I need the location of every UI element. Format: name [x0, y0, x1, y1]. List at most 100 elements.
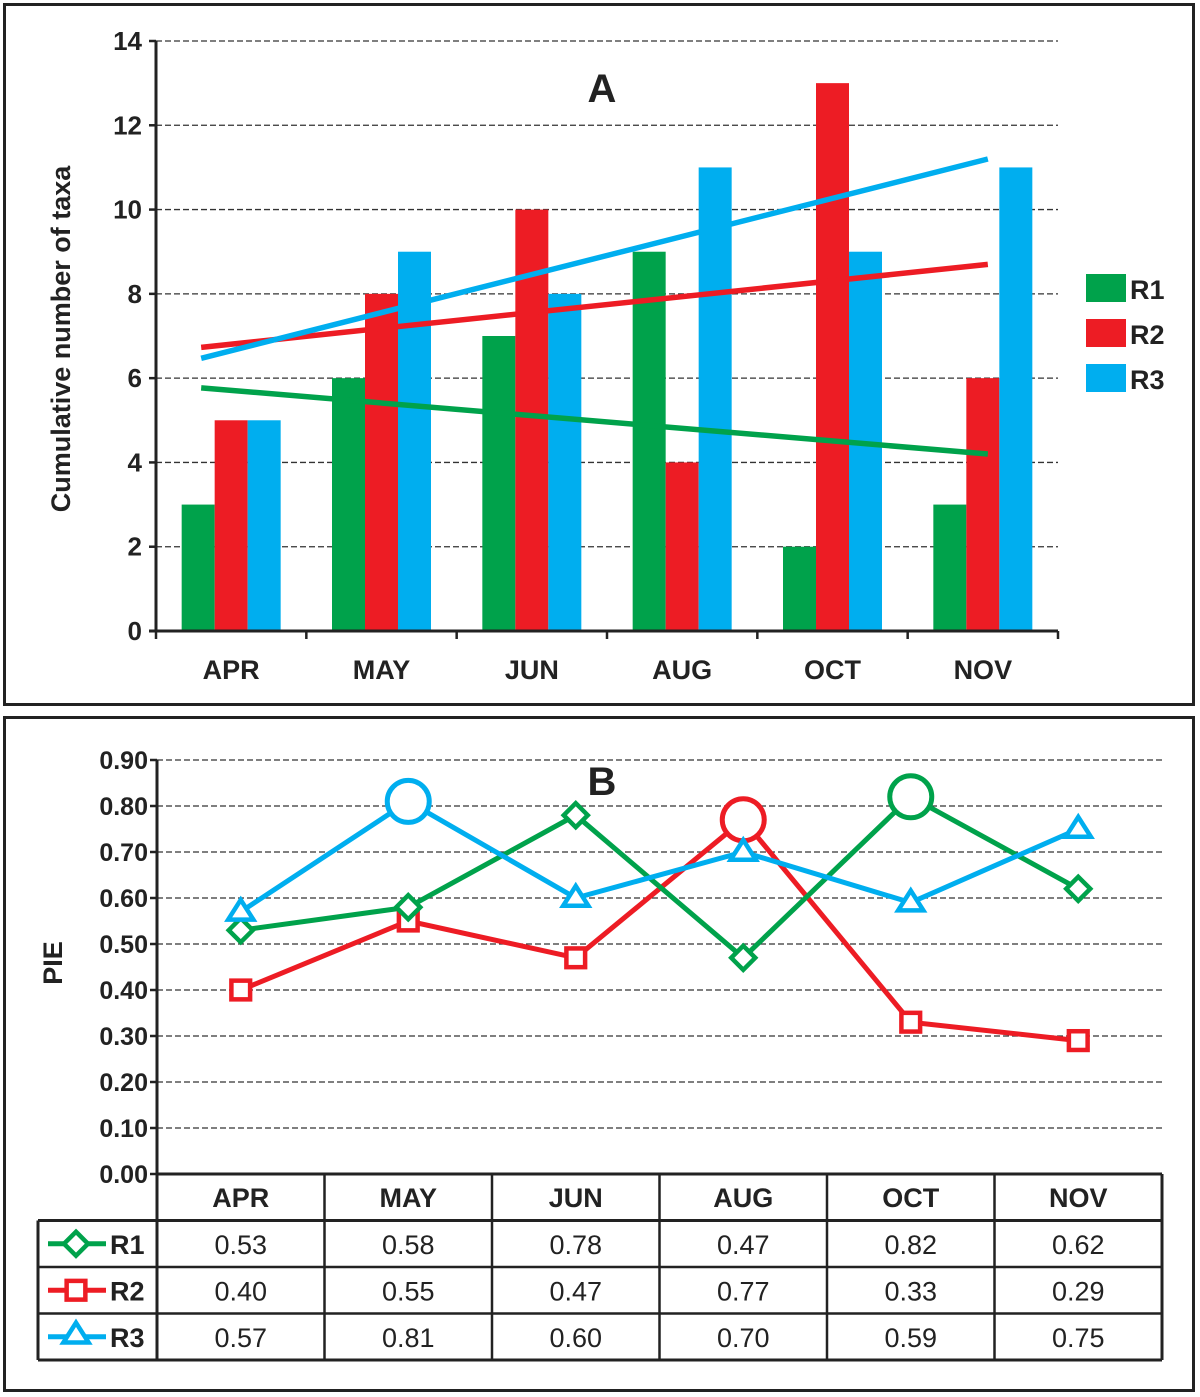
chart-title: B: [588, 760, 617, 804]
bar-r3: [398, 251, 431, 631]
table-cell: 0.47: [717, 1230, 770, 1260]
table-header-cell: OCT: [882, 1183, 940, 1213]
y-tick-label: 8: [128, 279, 142, 309]
x-tick-label: MAY: [353, 655, 411, 685]
chart-a-panel: 0 2 4 6 8 10 12 14 APR MAY JUN AUG OCT NOV A Cumulative…: [3, 3, 1195, 706]
marker-r3: [559, 881, 593, 909]
marker-r2: [899, 1010, 923, 1034]
y-tick-label: 4: [128, 447, 143, 477]
marker-r1: [560, 800, 591, 831]
marker-r3: [894, 886, 928, 913]
trendline-r1: [200, 385, 989, 457]
x-tick-label: NOV: [954, 655, 1013, 685]
marker-r1: [1063, 873, 1094, 904]
y-tick-label: 2: [128, 532, 142, 562]
table-cell: 0.70: [717, 1323, 770, 1353]
legend-label-r3: R3: [110, 1323, 145, 1353]
bar-r1: [181, 504, 215, 631]
highlight-circle-r3: [384, 777, 432, 825]
table-cell: 0.81: [382, 1323, 435, 1353]
table-header-cell: NOV: [1049, 1183, 1108, 1213]
y-tick-label: 0.40: [99, 977, 148, 1005]
highlight-circle-r2: [719, 796, 767, 844]
bar-r1: [332, 378, 365, 631]
bar-r3: [247, 420, 281, 631]
y-axis-label: PIE: [38, 941, 68, 985]
y-tick-label: 0.80: [99, 793, 148, 821]
y-tick-label: 0.50: [99, 931, 148, 959]
y-tick-label: 14: [113, 26, 142, 56]
y-tick-label: 0.10: [99, 1115, 148, 1143]
bar-r2: [966, 378, 1000, 631]
y-tick-label: 6: [128, 363, 142, 393]
bar-r2: [665, 462, 699, 631]
marker-r1: [393, 892, 424, 923]
legend-label-r3: R3: [1130, 365, 1165, 395]
marker-r2: [1066, 1028, 1090, 1053]
marker-r3: [726, 835, 760, 863]
series-line-r1: [240, 793, 1080, 962]
legend-label-r2: R2: [1130, 320, 1165, 350]
x-tick-label: JUN: [505, 655, 559, 685]
y-tick-label: 10: [113, 195, 142, 225]
line-chart-b: 0.00 0.10 0.20 0.30 0.40 0.50 0.60 0.70 0.80 0.90…: [36, 747, 1164, 1362]
chart-title: A: [588, 67, 617, 111]
table-cell: 0.57: [214, 1323, 267, 1353]
marker-r3: [224, 895, 258, 922]
y-tick-label: 0.90: [99, 747, 148, 775]
y-tick-label: 0.20: [99, 1069, 148, 1097]
x-tick-label: APR: [203, 655, 260, 685]
bar-r1: [783, 546, 816, 631]
trendline-r3: [200, 156, 989, 362]
marker-legend-r3: [59, 1318, 93, 1345]
table-cell: 0.33: [884, 1276, 937, 1306]
series-line-r2: [239, 816, 1079, 1044]
table-cell: 0.55: [382, 1276, 435, 1306]
bar-r2: [214, 420, 248, 631]
x-tick-label: OCT: [804, 655, 862, 685]
legend-swatch-r1: [1086, 274, 1126, 302]
table-header-cell: AUG: [713, 1183, 773, 1213]
legend-swatch-r2: [1086, 319, 1126, 347]
bar-r3: [698, 167, 732, 631]
marker-legend-r2: [64, 1278, 88, 1302]
trendline-r2: [200, 261, 989, 351]
marker-legend-r1: [60, 1228, 92, 1259]
highlight-circle-r1: [887, 773, 935, 821]
table-cell: 0.40: [214, 1276, 267, 1306]
legend-label-r2: R2: [110, 1276, 145, 1306]
table-cell: 0.77: [717, 1276, 770, 1306]
y-tick-label: 0.30: [99, 1023, 148, 1051]
y-tick-label: 12: [113, 110, 142, 140]
table-cell: 0.29: [1052, 1276, 1105, 1306]
bar-r2: [816, 83, 849, 631]
marker-r2: [229, 978, 253, 1002]
marker-r3: [1061, 812, 1095, 840]
series-line-r3: [239, 798, 1080, 914]
bar-r1: [933, 504, 967, 631]
marker-r1: [728, 942, 759, 973]
table-cell: 0.53: [214, 1230, 267, 1260]
table-cell: 0.82: [884, 1230, 937, 1260]
table-header-cell: APR: [212, 1183, 269, 1213]
legend-label-r1: R1: [1130, 275, 1165, 305]
table-cell: 0.62: [1052, 1230, 1105, 1260]
table-cell: 0.78: [549, 1230, 602, 1260]
table-header-cell: MAY: [379, 1183, 437, 1213]
legend-swatch-r3: [1086, 364, 1126, 392]
y-tick-label: 0.60: [99, 885, 148, 913]
marker-r2: [564, 946, 588, 970]
bar-r1: [482, 336, 516, 631]
table-cell: 0.58: [382, 1230, 435, 1260]
y-axis-label: Cumulative number of taxa: [46, 165, 76, 513]
table-header-cell: JUN: [549, 1183, 603, 1213]
table-cell: 0.75: [1052, 1323, 1105, 1353]
marker-r1: [225, 915, 256, 946]
y-tick-label: 0: [128, 616, 142, 646]
chart-b-panel: 0.00 0.10 0.20 0.30 0.40 0.50 0.60 0.70 0.80 0.90…: [3, 716, 1195, 1392]
x-tick-label: AUG: [652, 655, 712, 685]
table-cell: 0.60: [549, 1323, 602, 1353]
y-tick-label: 0.00: [99, 1161, 148, 1189]
bar-r1: [632, 251, 666, 631]
table-cell: 0.47: [549, 1276, 602, 1306]
